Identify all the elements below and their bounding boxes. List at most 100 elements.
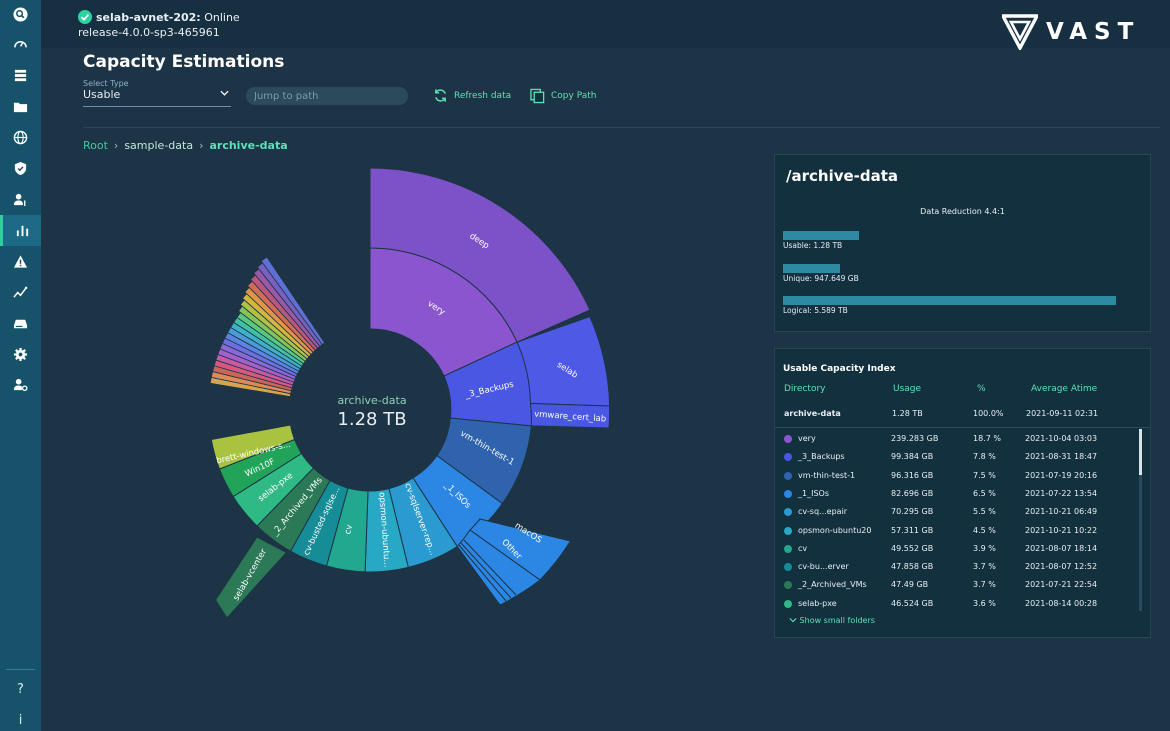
breadcrumb-root[interactable]: Root	[83, 139, 108, 152]
row-usage: 47.858 GB	[891, 562, 934, 572]
folder-color-dot	[784, 563, 792, 572]
row-directory: vm-thin-test-1	[798, 470, 856, 480]
row-usage: 96.316 GB	[891, 470, 934, 480]
logical-bar	[783, 296, 1116, 305]
cluster-status: selab-avnet-202: Online release-4.0.0-sp…	[78, 10, 240, 40]
select-type-value: Usable	[83, 88, 121, 101]
row-directory: very	[798, 434, 816, 443]
table-row[interactable]: cv-bu...erver 47.858 GB 3.7 % 2021-08-07 12…	[775, 558, 1137, 576]
row-percent: 3.9 %	[973, 543, 996, 553]
show-small-folders-button[interactable]: Show small folders	[789, 616, 875, 625]
segment-deep[interactable]	[369, 167, 591, 343]
row-percent: 7.8 %	[973, 452, 996, 462]
refresh-data-label: Refresh data	[454, 90, 512, 101]
show-small-folders-label: Show small folders	[799, 616, 875, 625]
index-scrollbar-thumb[interactable]	[1139, 429, 1142, 475]
logical-label: Logical: 5.589 TB	[783, 306, 848, 315]
row-atime: 2021-07-21 22:54	[1025, 580, 1098, 590]
row-usage: 46.524 GB	[891, 598, 934, 608]
refresh-data-button[interactable]: Refresh data	[433, 88, 511, 103]
column-header-percent[interactable]: %	[977, 384, 986, 394]
sunburst-center-value: 1.28 TB	[337, 409, 407, 430]
total-atime: 2021-09-11 02:31	[1026, 409, 1099, 418]
folder-icon[interactable]	[0, 93, 41, 119]
vast-logo-text: VAST	[1046, 19, 1141, 45]
gear-icon[interactable]	[0, 341, 41, 367]
copy-path-label: Copy Path	[551, 91, 597, 101]
directory-path: /archive-data	[786, 167, 899, 185]
row-directory: _3_Backups	[798, 452, 845, 462]
table-row[interactable]: _2_Archived_VMs 47.49 GB 3.7 % 2021-07-21 2…	[775, 576, 1137, 594]
column-header-average-atime[interactable]: Average Atime	[1031, 384, 1098, 394]
select-type-dropdown[interactable]: Usable	[83, 88, 231, 107]
row-atime: 2021-07-19 20:16	[1025, 470, 1098, 480]
table-row[interactable]: _1_ISOs 82.696 GB 6.5 % 2021-07-22 13:54	[775, 485, 1137, 503]
select-type-label: Select Type	[83, 79, 129, 88]
row-directory: cv-bu...erver	[798, 562, 849, 572]
refresh-icon	[435, 89, 446, 102]
usable-bar	[783, 231, 860, 240]
segment-selab-vcenter[interactable]	[214, 536, 288, 618]
row-usage: 239.283 GB	[891, 434, 939, 443]
row-atime: 2021-08-07 18:14	[1025, 543, 1098, 553]
table-row[interactable]: cv-sq...epair 70.295 GB 5.5 % 2021-10-21 06…	[775, 503, 1137, 521]
chevron-down-icon	[789, 618, 797, 623]
speedometer-icon[interactable]	[0, 31, 41, 57]
help-button[interactable]: ?	[17, 682, 24, 697]
breadcrumb: Root › sample-data › archive-data	[83, 139, 288, 152]
table-row[interactable]: opsmon-ubuntu20 57.311 GB 4.5 % 2021-10-21 …	[775, 522, 1137, 540]
row-usage: 47.49 GB	[891, 580, 929, 590]
row-percent: 6.5 %	[973, 488, 996, 498]
bar-chart-icon[interactable]	[0, 215, 41, 246]
sidebar-divider	[6, 669, 35, 670]
search-icon[interactable]	[0, 1, 41, 27]
folder-color-dot	[784, 471, 792, 480]
table-row[interactable]: very 239.283 GB 18.7 % 2021-10-04 03:03	[775, 430, 1137, 448]
folder-color-dot	[784, 489, 792, 498]
folder-color-dot	[784, 526, 792, 535]
row-directory: _1_ISOs	[798, 488, 829, 498]
server-icon[interactable]	[0, 62, 41, 88]
sunburst-center-name: archive-data	[337, 394, 407, 407]
segment-brett-windows[interactable]	[210, 424, 296, 470]
unique-label: Unique: 947.649 GB	[783, 274, 859, 283]
info-button[interactable]: i	[18, 713, 23, 728]
row-usage: 57.311 GB	[891, 525, 934, 535]
trend-icon[interactable]	[0, 279, 41, 305]
row-percent: 3.7 %	[973, 562, 996, 572]
drive-icon[interactable]	[0, 310, 41, 336]
row-atime: 2021-08-14 00:28	[1025, 598, 1098, 608]
folder-color-dot	[784, 508, 792, 517]
small-folder-segment[interactable]	[260, 256, 326, 346]
chevron-down-icon	[220, 88, 229, 99]
usable-label: Usable: 1.28 TB	[783, 241, 843, 250]
table-row[interactable]: selab-pxe 46.524 GB 3.6 % 2021-08-14 00:28	[775, 595, 1137, 613]
segment-vmware-cert-lab[interactable]	[529, 402, 611, 429]
warning-icon[interactable]	[0, 248, 41, 274]
total-row: archive-data 1.28 TB 100.0% 2021-09-11 0…	[775, 401, 1150, 428]
chevron-right-icon: ›	[199, 139, 204, 152]
user-key-icon[interactable]	[0, 186, 41, 212]
unique-bar	[783, 264, 840, 273]
row-directory: cv	[798, 543, 808, 553]
table-row[interactable]: _3_Backups 99.384 GB 7.8 % 2021-08-31 18:47	[775, 448, 1137, 466]
shield-icon[interactable]	[0, 155, 41, 181]
column-header-usage[interactable]: Usage	[893, 384, 922, 394]
row-usage: 82.696 GB	[891, 488, 934, 498]
breadcrumb-sample-data[interactable]: sample-data	[124, 139, 194, 152]
vast-logo: VAST	[1002, 14, 1140, 50]
index-title: Usable Capacity Index	[783, 364, 896, 374]
folder-color-dot	[784, 544, 792, 553]
table-row[interactable]: vm-thin-test-1 96.316 GB 7.5 % 2021-07-19 2…	[775, 467, 1137, 485]
user-gear-icon[interactable]	[0, 371, 41, 397]
breadcrumb-archive-data: archive-data	[209, 139, 288, 152]
folder-color-dot	[784, 435, 792, 443]
row-directory: _2_Archived_VMs	[798, 580, 867, 590]
segment-other[interactable]	[456, 529, 541, 606]
index-scrollbar[interactable]	[1139, 429, 1142, 611]
jump-to-path-input[interactable]	[246, 87, 408, 105]
column-header-directory[interactable]: Directory	[784, 384, 826, 394]
table-row[interactable]: cv 49.552 GB 3.9 % 2021-08-07 18:14	[775, 540, 1137, 558]
copy-path-button[interactable]: Copy Path	[530, 88, 596, 104]
globe-icon[interactable]	[0, 124, 41, 150]
